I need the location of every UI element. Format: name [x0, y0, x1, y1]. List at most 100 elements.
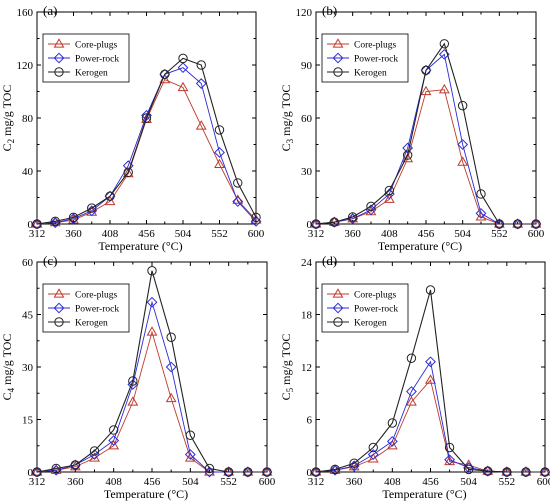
y-axis-label-unit: mg/g TOC — [279, 85, 293, 139]
data-point — [386, 439, 398, 450]
y-tick-label: 160 — [17, 7, 34, 19]
data-point — [214, 125, 225, 135]
data-point — [310, 218, 322, 228]
x-tick-label: 600 — [537, 476, 550, 488]
x-tick-label: 456 — [144, 476, 161, 488]
x-tick-label: 456 — [138, 228, 155, 240]
data-point — [185, 430, 196, 440]
data-point — [530, 218, 542, 228]
series-core-plugs — [310, 374, 550, 476]
series-kerogen — [32, 266, 272, 477]
data-point — [444, 442, 455, 453]
data-point — [311, 219, 321, 229]
x-tick-label: 456 — [422, 476, 439, 488]
series-core-plugs — [310, 83, 542, 228]
data-point — [123, 167, 133, 178]
series-line — [36, 67, 257, 225]
legend-marker — [333, 317, 343, 327]
data-point — [494, 219, 505, 229]
y-tick-label: 24 — [301, 257, 313, 269]
data-point — [520, 466, 532, 478]
data-point — [128, 376, 138, 386]
y-axis-label-symbol: C — [0, 143, 14, 151]
x-tick-label: 552 — [491, 228, 508, 240]
data-point — [420, 85, 432, 96]
legend-marker — [333, 67, 343, 77]
data-point — [366, 201, 376, 212]
data-point — [501, 466, 513, 478]
legend-label: Core-plugs — [354, 291, 397, 301]
data-point — [195, 120, 207, 130]
data-point — [367, 449, 379, 460]
legend-label: Core-plugs — [354, 41, 397, 51]
data-point — [425, 356, 436, 368]
x-tick-label: 552 — [211, 228, 228, 240]
data-point — [160, 69, 170, 79]
data-point — [425, 374, 436, 384]
y-axis-label-symbol: C — [279, 392, 293, 400]
legend-marker — [332, 288, 344, 298]
y-axis-label-unit: mg/g TOC — [0, 334, 14, 388]
data-point — [127, 379, 139, 390]
x-tick-label: 312 — [29, 476, 46, 488]
legend-marker — [53, 302, 65, 314]
series-line — [315, 89, 536, 225]
y-tick-label: 12 — [301, 362, 312, 374]
x-tick-label: 408 — [102, 228, 119, 240]
legend-label: Core-plugs — [75, 41, 118, 51]
legend-label: Power-rock — [75, 305, 119, 315]
x-tick-label: 504 — [175, 228, 192, 240]
data-point — [439, 39, 450, 49]
data-point — [68, 213, 79, 225]
data-point — [402, 150, 413, 160]
panel-label: (a) — [43, 3, 57, 18]
y-axis-label-symbol: C — [0, 392, 14, 400]
data-point — [50, 216, 60, 227]
x-tick-label: 600 — [248, 228, 265, 240]
x-tick-label: 408 — [105, 476, 122, 488]
chart-panel-1: 312 360 408 456 504 552 600 0 40 80 120 160 Temperat… — [0, 3, 265, 253]
data-point — [105, 191, 115, 201]
data-point — [141, 109, 152, 121]
x-axis-label: Temperature (°C) — [98, 239, 182, 253]
data-point — [384, 185, 395, 196]
legend: Core-plugs Power-rock Kerogen — [321, 33, 409, 83]
data-point — [146, 296, 158, 308]
series-kerogen — [311, 285, 550, 477]
chart-panel-2: 312 360 408 456 504 552 600 0 30 60 90 120 Temperatu… — [279, 3, 545, 253]
data-point — [406, 353, 417, 363]
y-tick-label: 30 — [301, 166, 313, 178]
legend-label: Kerogen — [75, 319, 108, 329]
data-point — [146, 326, 158, 336]
data-point — [349, 458, 359, 468]
y-tick-label: 18 — [301, 310, 313, 322]
data-point — [539, 466, 550, 476]
x-tick-label: 408 — [384, 476, 401, 488]
data-point — [223, 467, 234, 477]
y-axis-label-symbol: C — [279, 143, 293, 151]
y-axis-label: C3 mg/g TOC — [279, 85, 295, 152]
y-tick-label: 80 — [22, 113, 34, 125]
data-point — [89, 446, 100, 456]
y-axis-label-unit: mg/g TOC — [0, 85, 14, 139]
series-line — [315, 360, 545, 473]
series-line — [315, 289, 545, 473]
data-point — [521, 467, 531, 477]
data-point — [69, 459, 81, 471]
panel-label: (d) — [322, 253, 337, 268]
data-point — [310, 466, 322, 478]
x-tick-label: 408 — [381, 228, 398, 240]
data-point — [165, 392, 177, 403]
data-point — [367, 453, 379, 463]
data-point — [512, 218, 524, 228]
legend-marker — [332, 302, 344, 314]
legend-label: Power-rock — [354, 55, 398, 65]
data-point — [261, 466, 273, 476]
y-axis-label-subscript: 3 — [285, 138, 295, 143]
chart-panel-3: 312 360 408 456 504 552 600 0 15 30 45 60 Temperatur… — [0, 253, 276, 501]
data-point — [195, 78, 207, 89]
data-point — [539, 466, 550, 478]
y-tick-label: 15 — [22, 415, 34, 427]
data-point — [347, 213, 359, 225]
data-point — [87, 203, 97, 213]
